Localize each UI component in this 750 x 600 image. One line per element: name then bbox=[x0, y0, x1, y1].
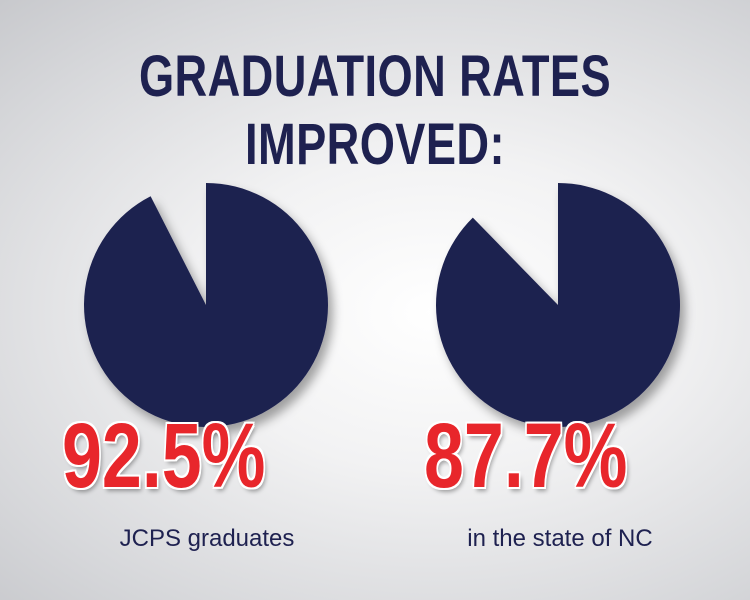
pie-slice-jcps bbox=[84, 183, 329, 427]
percent-label-jcps: 92.5% bbox=[62, 405, 266, 507]
pie-chart-nc bbox=[436, 183, 681, 427]
pie-chart-jcps bbox=[84, 183, 329, 427]
title-line-2: IMPROVED: bbox=[245, 112, 505, 177]
percent-label-nc: 87.7% bbox=[424, 405, 628, 507]
title-line-1: GRADUATION RATES bbox=[138, 44, 612, 109]
caption-nc: in the state of NC bbox=[467, 525, 653, 552]
caption-jcps: JCPS graduates bbox=[119, 525, 295, 552]
pie-slice-nc bbox=[436, 183, 681, 427]
